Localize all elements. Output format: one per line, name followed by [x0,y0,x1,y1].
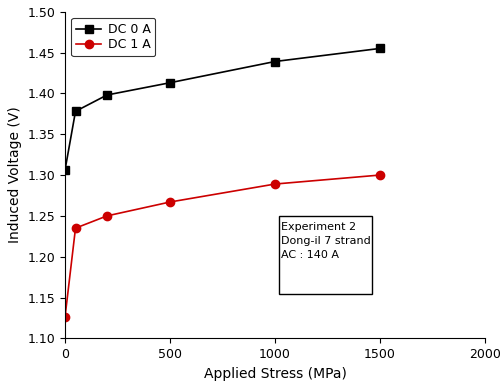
DC 1 A [104,214,110,218]
DC 1 A [62,315,68,319]
DC 0 A [62,168,68,172]
Line: DC 1 A: DC 1 A [61,171,384,321]
DC 0 A [272,59,278,64]
DC 1 A [377,173,383,177]
Y-axis label: Induced Voltage (V): Induced Voltage (V) [8,107,22,244]
DC 1 A [72,226,78,230]
X-axis label: Applied Stress (MPa): Applied Stress (MPa) [204,367,346,381]
DC 1 A [167,200,173,204]
DC 0 A [377,46,383,51]
DC 1 A [272,182,278,186]
FancyBboxPatch shape [279,216,372,294]
DC 0 A [167,81,173,85]
Line: DC 0 A: DC 0 A [61,44,384,174]
Text: Experiment 2
Dong-il 7 strand
AC : 140 A: Experiment 2 Dong-il 7 strand AC : 140 A [282,222,371,259]
DC 0 A [72,109,78,114]
Legend: DC 0 A, DC 1 A: DC 0 A, DC 1 A [72,18,156,56]
DC 0 A [104,93,110,97]
